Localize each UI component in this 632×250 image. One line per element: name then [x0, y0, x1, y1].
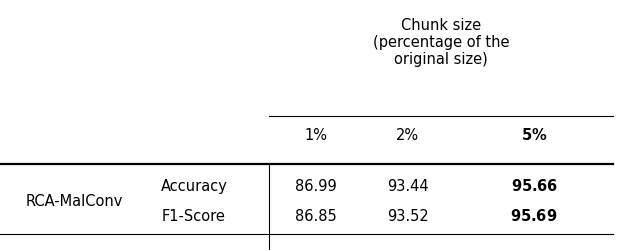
- Text: 93.52: 93.52: [387, 209, 428, 224]
- Text: Accuracy: Accuracy: [161, 179, 228, 194]
- Text: RCA-MalConv: RCA-MalConv: [25, 194, 123, 209]
- Text: $\mathbf{95.66}$: $\mathbf{95.66}$: [511, 178, 557, 194]
- Text: 86.85: 86.85: [295, 209, 337, 224]
- Text: 86.99: 86.99: [295, 179, 337, 194]
- Text: 1%: 1%: [305, 128, 327, 142]
- Text: Chunk size
(percentage of the
original size): Chunk size (percentage of the original s…: [373, 18, 509, 67]
- Text: 93.44: 93.44: [387, 179, 428, 194]
- Text: $\mathbf{5\%}$: $\mathbf{5\%}$: [521, 127, 547, 143]
- Text: 2%: 2%: [396, 128, 419, 142]
- Text: $\mathbf{95.69}$: $\mathbf{95.69}$: [511, 208, 557, 224]
- Text: F1-Score: F1-Score: [161, 209, 225, 224]
